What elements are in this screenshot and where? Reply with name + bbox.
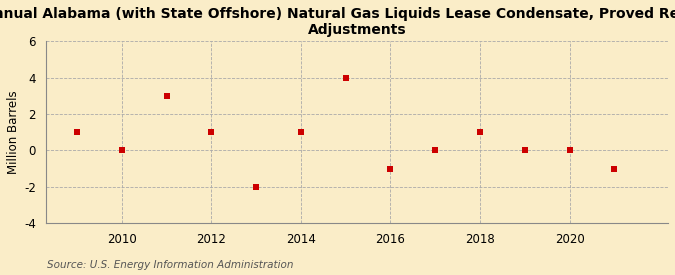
Text: Source: U.S. Energy Information Administration: Source: U.S. Energy Information Administ…	[47, 260, 294, 270]
Y-axis label: Million Barrels: Million Barrels	[7, 90, 20, 174]
Title: Annual Alabama (with State Offshore) Natural Gas Liquids Lease Condensate, Prove: Annual Alabama (with State Offshore) Nat…	[0, 7, 675, 37]
